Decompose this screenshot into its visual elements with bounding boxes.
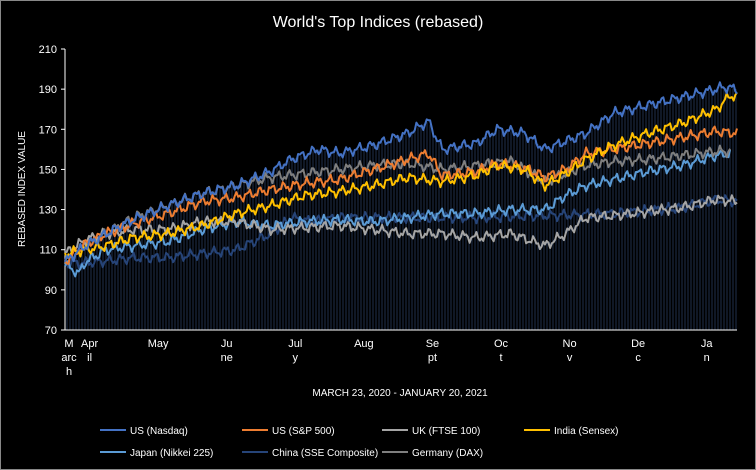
- x-tick-label: Apr: [81, 338, 98, 350]
- x-tick-label: h: [66, 366, 72, 378]
- x-tick-label: De: [631, 338, 645, 350]
- y-tick-label: 110: [39, 245, 57, 257]
- x-tick-label: ne: [221, 352, 233, 364]
- legend-label: India (Sensex): [554, 426, 618, 437]
- x-tick-label: Jul: [288, 338, 302, 350]
- y-tick-label: 150: [39, 164, 57, 176]
- x-tick-label: Ju: [221, 338, 233, 350]
- series-line: [64, 125, 738, 265]
- legend-label: UK (FTSE 100): [412, 426, 480, 437]
- y-tick-label: 170: [39, 124, 57, 136]
- x-tick-label: pt: [428, 352, 437, 364]
- legend-label: China (SSE Composite): [272, 448, 378, 459]
- y-tick-label: 90: [45, 285, 57, 297]
- x-tick-label: n: [704, 352, 710, 364]
- series-line: [64, 144, 731, 264]
- x-tick-label: M: [64, 338, 73, 350]
- x-tick-label: c: [635, 352, 641, 364]
- x-tick-label: Se: [426, 338, 439, 350]
- y-tick-label: 210: [39, 44, 57, 56]
- y-tick-label: 70: [45, 325, 57, 337]
- x-tick-label: Aug: [354, 338, 374, 350]
- x-tick-label: v: [567, 352, 573, 364]
- y-tick-label: 190: [39, 84, 57, 96]
- chart-title: World's Top Indices (rebased): [273, 14, 484, 31]
- y-axis-title: REBASED INDEX VALUE: [17, 131, 28, 247]
- x-tick-label: arc: [61, 352, 77, 364]
- legend-label: US (S&P 500): [272, 426, 335, 437]
- series-line: [64, 81, 738, 263]
- legend-label: Germany (DAX): [412, 448, 483, 459]
- legend-label: Japan (Nikkei 225): [130, 448, 213, 459]
- x-tick-label: il: [87, 352, 92, 364]
- x-tick-label: t: [499, 352, 502, 364]
- y-tick-label: 130: [39, 205, 57, 217]
- series-lines: [64, 81, 738, 278]
- x-tick-label: Oc: [494, 338, 509, 350]
- x-tick-label: y: [293, 352, 299, 364]
- x-tick-label: May: [148, 338, 169, 350]
- legend-label: US (Nasdaq): [130, 426, 188, 437]
- x-axis-title: MARCH 23, 2020 - JANUARY 20, 2021: [312, 388, 488, 399]
- x-tick-label: Ja: [701, 338, 714, 350]
- series-line: [64, 148, 732, 278]
- x-tick-label: No: [563, 338, 577, 350]
- legend: US (Nasdaq) US (S&P 500) UK (FTSE 100) Indi…: [100, 426, 618, 459]
- series-line: [64, 91, 738, 259]
